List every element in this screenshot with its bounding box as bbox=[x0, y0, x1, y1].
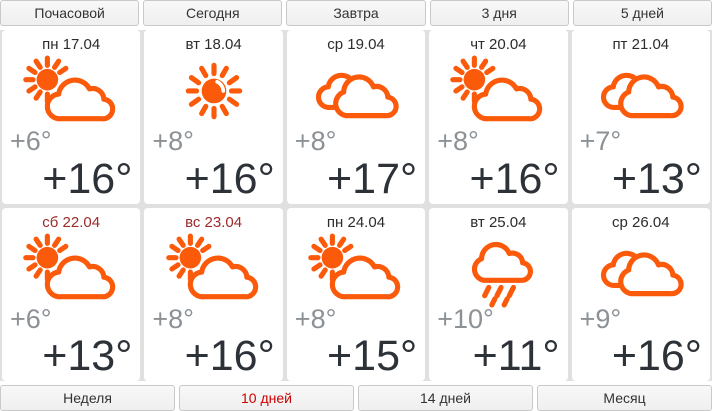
high-temp: +16° bbox=[42, 154, 133, 203]
forecast-card[interactable]: чт 20.04 +8° +16° bbox=[429, 30, 568, 204]
low-temp: +9° bbox=[579, 303, 622, 334]
sun-cloud-icon bbox=[308, 233, 401, 299]
low-temp: +8° bbox=[294, 303, 337, 334]
low-temp: +8° bbox=[152, 126, 194, 156]
sun-icon bbox=[185, 62, 242, 120]
clouds-icon bbox=[600, 72, 684, 119]
sun-cloud-icon bbox=[23, 233, 116, 299]
forecast-card[interactable]: вс 23.04 +8° +16° bbox=[144, 207, 283, 381]
low-temp: +7° bbox=[579, 126, 622, 156]
high-temp: +16° bbox=[469, 154, 560, 203]
icon-slot bbox=[446, 54, 550, 130]
tab-label: 14 дней bbox=[420, 390, 471, 406]
tab-label: Завтра bbox=[333, 5, 379, 21]
tab-label: Месяц bbox=[603, 390, 646, 406]
day-label: пн 17.04 bbox=[42, 36, 101, 53]
forecast-card[interactable]: пн 17.04 +6° +16° bbox=[2, 30, 141, 204]
high-temp: +17° bbox=[327, 154, 418, 203]
forecast-card[interactable]: ср 19.04 +8° +17° bbox=[286, 30, 426, 204]
icon-slot bbox=[19, 54, 123, 130]
icon-slot bbox=[589, 232, 693, 308]
day-label: ср 26.04 bbox=[612, 213, 670, 231]
low-temp: +8° bbox=[294, 126, 337, 156]
tab-label: 5 дней bbox=[620, 5, 664, 21]
high-temp: +15° bbox=[327, 332, 418, 380]
rain-icon bbox=[472, 241, 534, 307]
clouds-icon bbox=[600, 250, 684, 296]
forecast-grid: пн 17.04 +6° +16° вт 18.04 +8° +16° с bbox=[0, 30, 712, 381]
day-label: ср 19.04 bbox=[327, 36, 385, 53]
high-temp: +11° bbox=[472, 332, 560, 380]
icon-slot bbox=[589, 54, 693, 130]
tab-week[interactable]: Неделя bbox=[0, 385, 175, 411]
high-temp: +13° bbox=[42, 332, 133, 380]
low-temp: +8° bbox=[152, 303, 194, 334]
tab-hourly[interactable]: Почасовой bbox=[0, 0, 140, 26]
sun-cloud-icon bbox=[23, 55, 116, 122]
day-label: вс 23.04 bbox=[185, 213, 243, 231]
day-label: пн 24.04 bbox=[326, 213, 386, 231]
day-label: сб 22.04 bbox=[42, 213, 101, 231]
day-label: вт 18.04 bbox=[185, 36, 242, 53]
icon-slot bbox=[162, 54, 266, 130]
forecast-card[interactable]: ср 26.04 +9° +16° bbox=[571, 207, 710, 381]
high-temp: +13° bbox=[611, 154, 702, 203]
forecast-card[interactable]: пт 21.04 +7° +13° bbox=[571, 30, 710, 204]
top-tab-bar: Почасовой Сегодня Завтра 3 дня 5 дней bbox=[0, 0, 712, 26]
tab-label: Сегодня bbox=[185, 5, 240, 21]
day-label: чт 20.04 bbox=[470, 36, 527, 53]
forecast-card[interactable]: вт 18.04 +8° +16° bbox=[144, 30, 283, 204]
tab-3-days[interactable]: 3 дня bbox=[429, 0, 569, 26]
forecast-card[interactable]: вт 25.04 +10° +11° bbox=[429, 207, 568, 381]
tab-10-days[interactable]: 10 дней bbox=[179, 385, 354, 411]
sun-cloud-icon bbox=[165, 233, 258, 299]
forecast-card[interactable]: пн 24.04 +8° +15° bbox=[286, 207, 426, 381]
icon-slot bbox=[304, 232, 408, 308]
high-temp: +16° bbox=[184, 332, 275, 380]
bottom-tab-bar: Неделя 10 дней 14 дней Месяц bbox=[0, 385, 712, 411]
low-temp: +8° bbox=[437, 126, 479, 156]
forecast-card[interactable]: сб 22.04 +6° +13° bbox=[2, 207, 141, 381]
low-temp: +10° bbox=[437, 303, 494, 334]
tab-tomorrow[interactable]: Завтра bbox=[286, 0, 426, 26]
tab-month[interactable]: Месяц bbox=[537, 385, 712, 411]
low-temp: +6° bbox=[10, 126, 52, 156]
tab-label: Неделя bbox=[63, 390, 112, 406]
icon-slot bbox=[304, 54, 408, 130]
high-temp: +16° bbox=[184, 154, 275, 203]
low-temp: +6° bbox=[10, 303, 52, 334]
tab-label: 3 дня bbox=[481, 5, 517, 21]
tab-14-days[interactable]: 14 дней bbox=[358, 385, 533, 411]
tab-5-days[interactable]: 5 дней bbox=[572, 0, 712, 26]
tab-label: 10 дней bbox=[241, 390, 292, 406]
clouds-icon bbox=[315, 72, 399, 119]
icon-slot bbox=[19, 232, 123, 308]
sun-cloud-icon bbox=[450, 55, 543, 122]
tab-today[interactable]: Сегодня bbox=[143, 0, 283, 26]
day-label: вт 25.04 bbox=[470, 213, 527, 231]
icon-slot bbox=[446, 232, 550, 308]
high-temp: +16° bbox=[611, 332, 702, 380]
icon-slot bbox=[162, 232, 266, 308]
day-label: пт 21.04 bbox=[612, 36, 670, 53]
tab-label: Почасовой bbox=[34, 5, 105, 21]
